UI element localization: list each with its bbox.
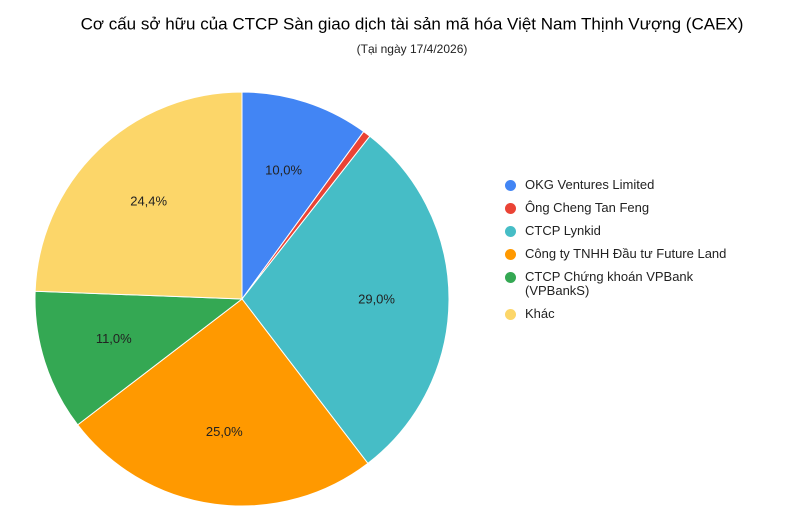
legend-item: CTCP Chứng khoán VPBank (VPBankS) (503, 270, 753, 298)
legend-swatch (505, 179, 516, 191)
legend-label: Công ty TNHH Đầu tư Future Land (525, 246, 727, 261)
legend-label: Khác (525, 306, 555, 321)
legend-swatch (505, 248, 516, 260)
slice-label: 24,4% (130, 194, 167, 209)
legend-item: Công ty TNHH Đầu tư Future Land (503, 247, 753, 261)
pie-slice (241, 91, 365, 301)
legend-swatch (505, 308, 516, 320)
legend-swatch (505, 271, 516, 283)
pie-slice (241, 135, 450, 465)
legend-swatch (505, 202, 516, 214)
slice-label: 29,0% (358, 291, 395, 306)
legend-item: Khác (503, 307, 753, 321)
legend-label: CTCP Lynkid (525, 223, 601, 238)
chart-title: Cơ cấu sở hữu của CTCP Sàn giao dịch tài… (81, 14, 744, 33)
pie-slice (76, 298, 369, 507)
legend-label: CTCP Chứng khoán VPBank (VPBankS) (525, 269, 694, 298)
legend-item: CTCP Lynkid (503, 224, 753, 238)
legend-item: Ông Cheng Tan Feng (503, 201, 753, 215)
legend-swatch (505, 225, 516, 237)
pie-slice (34, 290, 244, 426)
slice-label: 11,0% (96, 331, 132, 346)
legend-item: OKG Ventures Limited (503, 178, 753, 192)
chart-subtitle: (Tại ngày 17/4/2026) (357, 42, 468, 56)
legend-label: OKG Ventures Limited (525, 177, 655, 192)
slice-label: 10,0% (265, 162, 302, 177)
pie-slice (34, 91, 243, 300)
legend-label: Ông Cheng Tan Feng (525, 200, 650, 215)
legend: OKG Ventures Limited Ông Cheng Tan Feng CT… (503, 178, 753, 330)
slice-label: 25,0% (206, 424, 243, 439)
